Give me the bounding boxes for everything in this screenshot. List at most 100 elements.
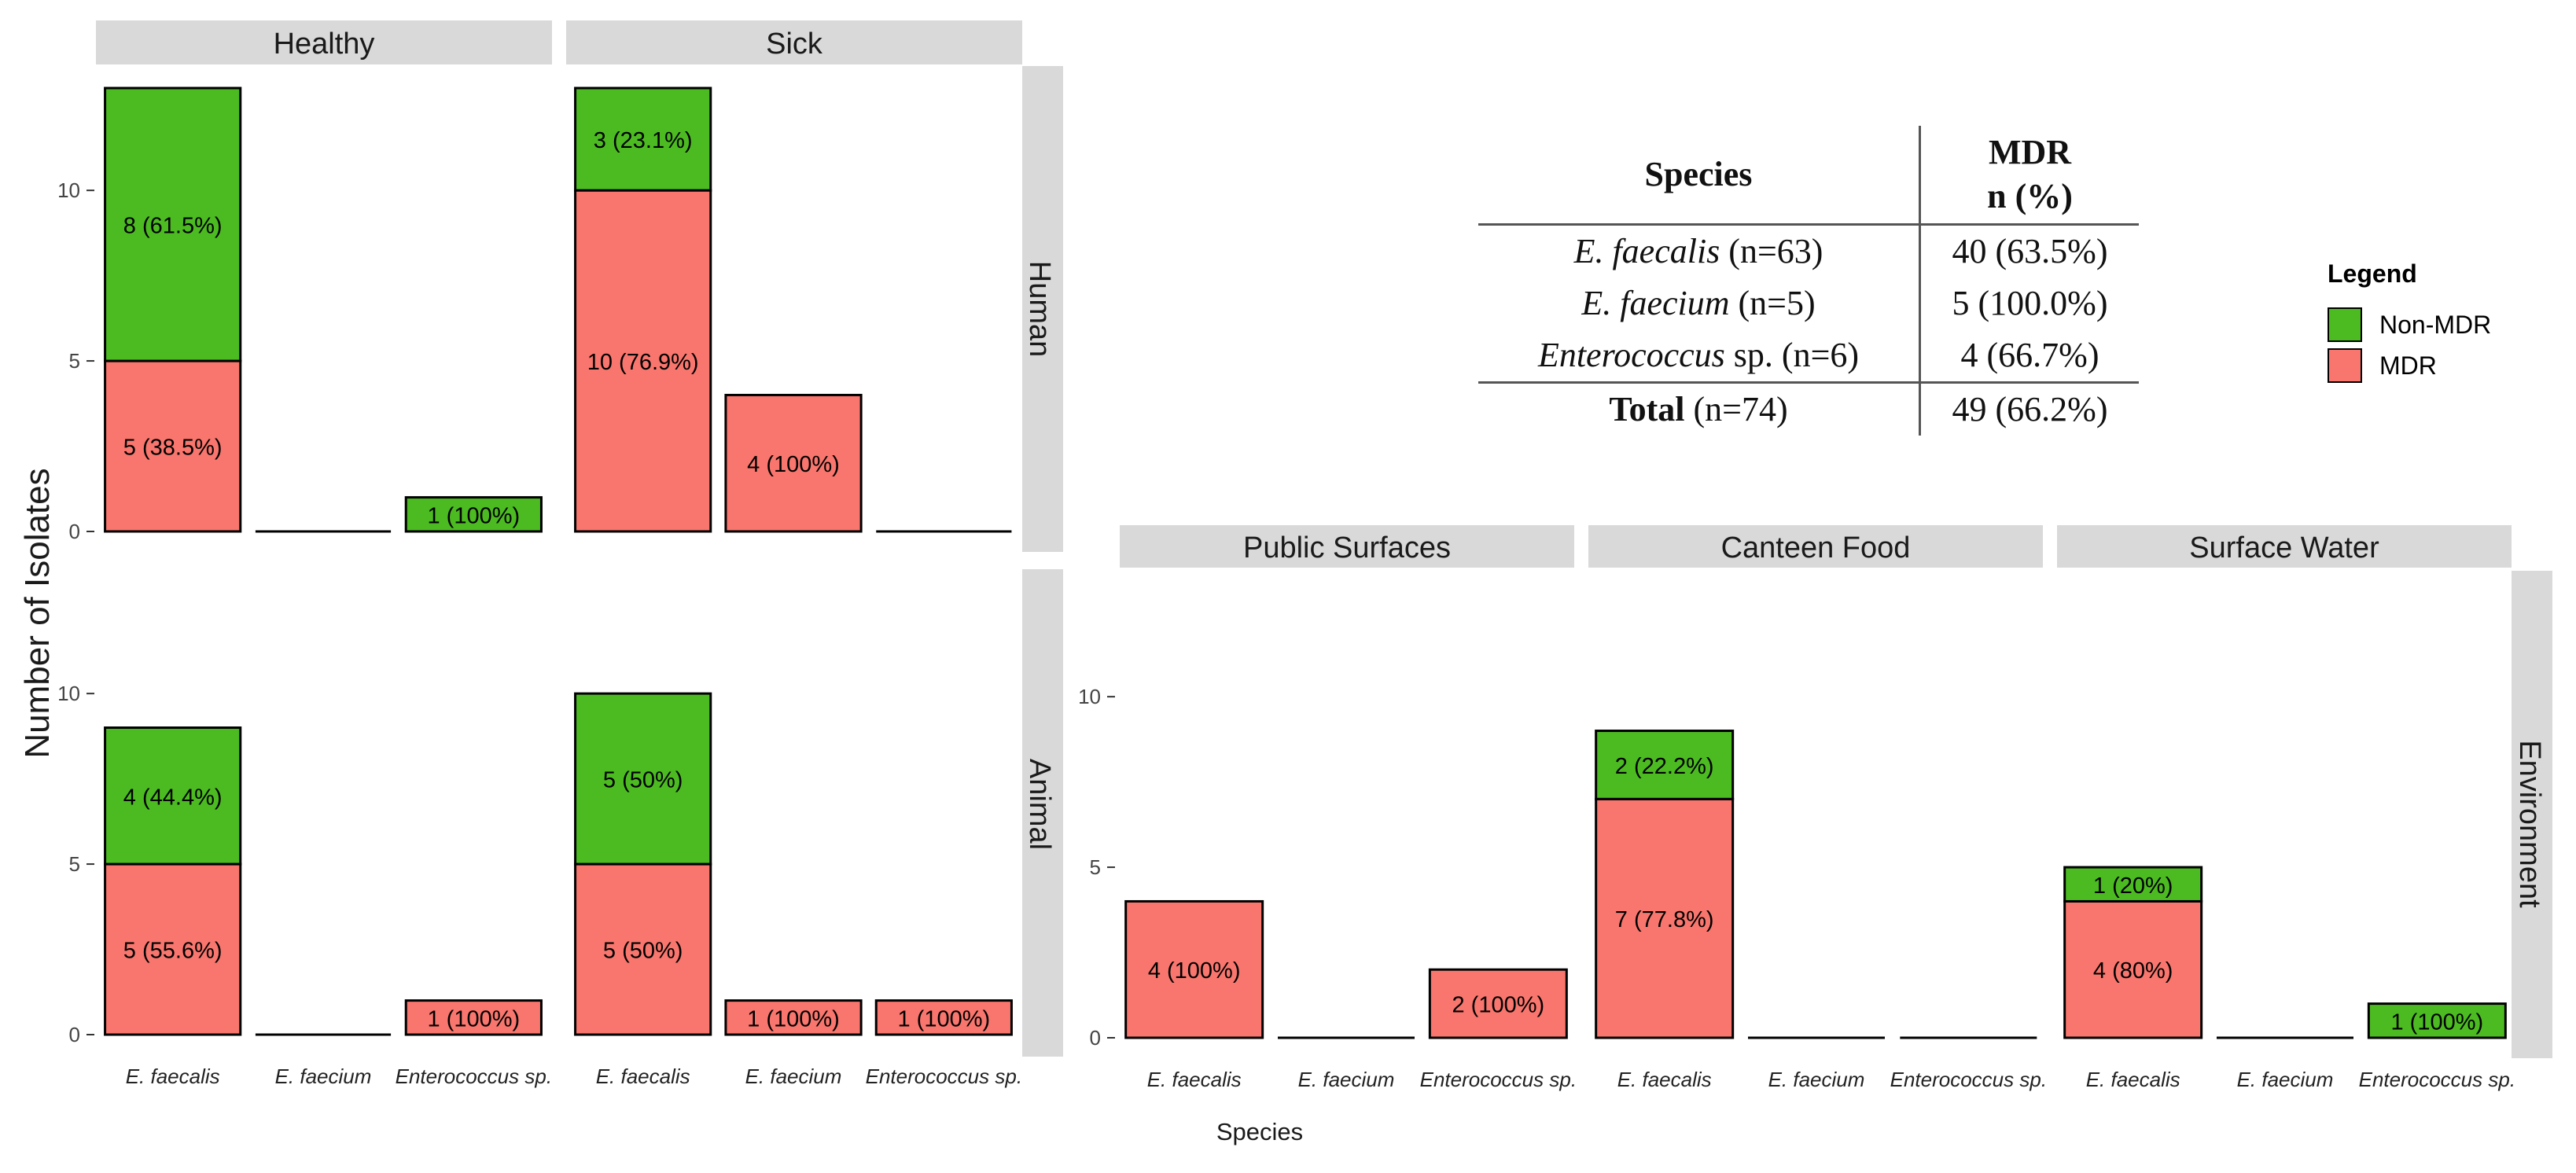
legend-label-non-mdr: Non-MDR <box>2379 310 2492 339</box>
x-tick-label: E. faecium <box>745 1065 842 1088</box>
table-cell-mdr: 40 (63.5%) <box>1952 232 2108 270</box>
facet-strip-0 <box>96 20 552 64</box>
facet-strip-label: Sick <box>766 28 823 61</box>
data-label: 8 (61.5%) <box>123 214 223 239</box>
y-tick-label: 0 <box>1090 1026 1101 1050</box>
data-label: 4 (80%) <box>2093 958 2173 984</box>
facet-strip-1 <box>566 20 1022 64</box>
table-cell-total-mdr: 49 (66.2%) <box>1919 381 2139 436</box>
data-label: 5 (50%) <box>603 939 683 964</box>
row-strip-environment <box>2512 571 2552 1058</box>
bar-segment-mdr <box>724 999 863 1036</box>
data-label: 1 (100%) <box>427 1006 520 1031</box>
legend-label-mdr: MDR <box>2379 351 2437 380</box>
x-axis-title: Species <box>1216 1118 1303 1145</box>
data-label: 10 (76.9%) <box>587 350 699 375</box>
row-strip-human <box>1022 66 1063 552</box>
facet-strip-label: Healthy <box>274 28 375 61</box>
bar-segment-non-mdr <box>2367 1002 2507 1039</box>
x-tick-label: E. faecalis <box>1617 1068 1712 1091</box>
bar-segment-non-mdr <box>104 726 242 866</box>
table-header-species: Species <box>1478 126 1921 226</box>
x-tick-label: E. faecium <box>2237 1068 2334 1091</box>
data-label: 2 (22.2%) <box>1615 754 1714 779</box>
table-header-mdr: MDR n (%) <box>1919 126 2139 226</box>
bar-segment-mdr <box>1595 797 1735 1039</box>
facet-strip-4 <box>1120 525 1574 568</box>
x-tick-label: Enterococcus sp. <box>1890 1068 2047 1091</box>
x-tick-label: Enterococcus sp. <box>396 1065 552 1088</box>
x-tick-label: E. faecalis <box>1147 1068 1242 1091</box>
bar-segment-mdr <box>574 189 712 533</box>
data-label: 4 (100%) <box>747 452 840 477</box>
row-strip-label-animal: Animal <box>1023 759 1056 850</box>
facet-strip-5 <box>1588 525 2043 568</box>
table-total-row: Total (n=74) 49 (66.2%) <box>1478 381 2139 436</box>
row-strip-animal <box>1022 569 1063 1057</box>
y-tick-label: 10 <box>57 178 80 202</box>
x-tick-label: Enterococcus sp. <box>2359 1068 2515 1091</box>
y-tick-label: 5 <box>69 349 80 373</box>
data-label: 1 (100%) <box>427 503 520 528</box>
bar-segment-mdr <box>574 862 712 1036</box>
data-label: 2 (100%) <box>1452 993 1544 1018</box>
facet-strip-label: Canteen Food <box>1721 531 1911 564</box>
table-cell-mdr: 5 (100.0%) <box>1952 284 2108 322</box>
table-row: E. faecalis (n=63) 40 (63.5%) <box>1478 224 2139 278</box>
table-cell-mdr: 4 (66.7%) <box>1960 336 2099 374</box>
bar-segment-mdr <box>104 359 242 533</box>
bar-segment-non-mdr <box>404 496 543 533</box>
data-label: 7 (77.8%) <box>1615 907 1714 932</box>
y-tick-label: 5 <box>1090 855 1101 879</box>
bar-segment-non-mdr <box>104 86 242 362</box>
bar-segment-mdr <box>1124 899 1264 1039</box>
bar-segment-non-mdr <box>574 692 712 866</box>
legend-swatch-non-mdr <box>2328 307 2362 342</box>
row-strip-label-human: Human <box>1023 261 1056 358</box>
legend-swatch-mdr <box>2328 348 2362 383</box>
table-row: E. faecium (n=5) 5 (100.0%) <box>1478 278 2139 329</box>
x-tick-label: E. faecalis <box>2086 1068 2180 1091</box>
data-label: 5 (55.6%) <box>123 939 223 964</box>
y-tick-label: 5 <box>69 852 80 876</box>
table-cell-species: Enterococcus sp. (n=6) <box>1478 329 1921 383</box>
facet-strip-6 <box>2057 525 2512 568</box>
x-tick-label: Enterococcus sp. <box>1420 1068 1577 1091</box>
data-label: 1 (100%) <box>747 1006 840 1031</box>
data-label: 4 (44.4%) <box>123 785 223 810</box>
x-tick-label: E. faecium <box>1298 1068 1395 1091</box>
bar-segment-mdr <box>2063 899 2203 1039</box>
y-tick-label: 0 <box>69 520 80 543</box>
x-tick-label: E. faecalis <box>126 1065 220 1088</box>
data-label: 1 (20%) <box>2093 873 2173 899</box>
row-strip-label-environment: Environment <box>2513 740 2546 908</box>
x-tick-label: Enterococcus sp. <box>866 1065 1022 1088</box>
data-label: 3 (23.1%) <box>594 128 693 153</box>
bar-segment-non-mdr <box>1595 730 1735 800</box>
y-tick-label: 10 <box>57 682 80 705</box>
y-tick-label: 10 <box>1078 685 1101 708</box>
bar-segment-non-mdr <box>2063 866 2203 903</box>
legend: Legend Non-MDR MDR <box>2328 259 2491 386</box>
data-label: 1 (100%) <box>897 1006 990 1031</box>
data-label: 5 (50%) <box>603 768 683 793</box>
table-cell-total-label: Total (n=74) <box>1478 381 1921 436</box>
x-tick-label: E. faecium <box>275 1065 372 1088</box>
legend-item-mdr: MDR <box>2328 345 2491 386</box>
y-axis-title: Number of Isolates <box>18 468 57 758</box>
bar-segment-non-mdr <box>574 86 712 192</box>
table-cell-species: E. faecalis (n=63) <box>1478 224 1921 278</box>
bar-segment-mdr <box>404 999 543 1036</box>
data-label: 1 (100%) <box>2390 1009 2483 1035</box>
facet-strip-label: Surface Water <box>2189 531 2379 564</box>
legend-title: Legend <box>2328 259 2417 288</box>
data-label: 5 (38.5%) <box>123 436 223 461</box>
y-tick-label: 0 <box>69 1023 80 1046</box>
bar-segment-mdr <box>1428 968 1568 1039</box>
x-tick-label: E. faecalis <box>596 1065 690 1088</box>
table-row: Enterococcus sp. (n=6) 4 (66.7%) <box>1478 329 2139 383</box>
table-header-row: Species MDR n (%) <box>1478 126 2139 226</box>
bar-segment-mdr <box>724 393 863 533</box>
